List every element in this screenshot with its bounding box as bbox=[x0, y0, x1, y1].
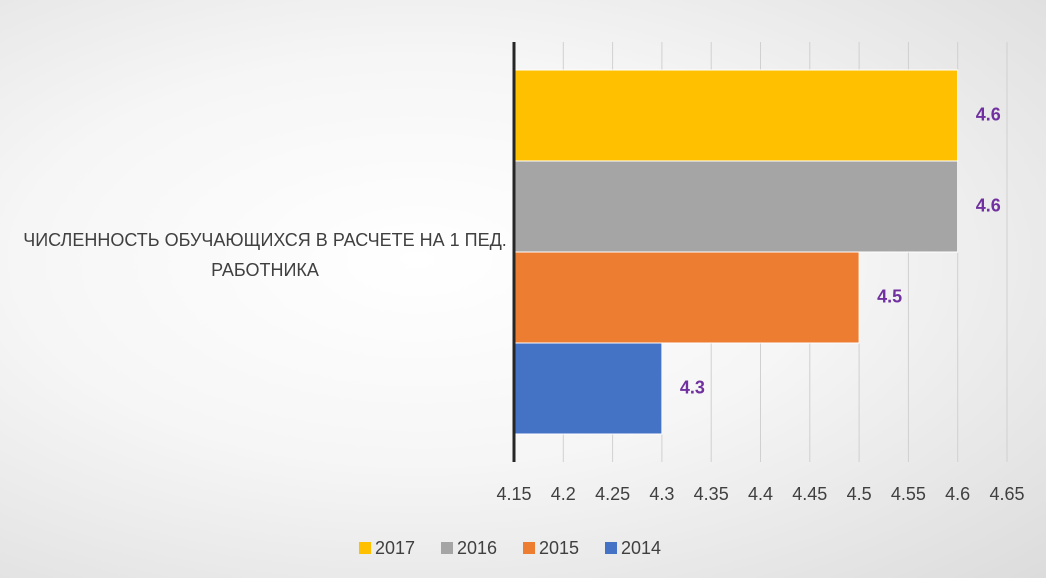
data-label: 4.5 bbox=[877, 286, 902, 306]
bar bbox=[513, 342, 663, 435]
data-label: 4.6 bbox=[976, 104, 1001, 124]
x-tick-label: 4.2 bbox=[551, 484, 576, 504]
legend-swatch bbox=[523, 542, 535, 554]
bar bbox=[513, 160, 959, 253]
data-label: 4.6 bbox=[976, 195, 1001, 215]
x-tick-label: 4.65 bbox=[989, 484, 1024, 504]
legend-swatch bbox=[359, 542, 371, 554]
x-tick-label: 4.25 bbox=[595, 484, 630, 504]
category-label: ЧИСЛЕННОСТЬ ОБУЧАЮЩИХСЯ В РАСЧЕТЕ НА 1 П… bbox=[23, 230, 507, 280]
bar bbox=[513, 251, 860, 344]
x-tick-label: 4.5 bbox=[847, 484, 872, 504]
bar bbox=[513, 69, 959, 162]
data-label: 4.3 bbox=[680, 377, 705, 397]
x-tick-label: 4.15 bbox=[496, 484, 531, 504]
legend-label: 2014 bbox=[621, 538, 661, 558]
legend-label: 2016 bbox=[457, 538, 497, 558]
x-tick-label: 4.55 bbox=[891, 484, 926, 504]
x-tick-label: 4.6 bbox=[945, 484, 970, 504]
x-tick-label: 4.35 bbox=[694, 484, 729, 504]
x-tick-label: 4.45 bbox=[792, 484, 827, 504]
x-tick-label: 4.3 bbox=[649, 484, 674, 504]
legend-swatch bbox=[441, 542, 453, 554]
legend-swatch bbox=[605, 542, 617, 554]
legend-label: 2015 bbox=[539, 538, 579, 558]
legend-label: 2017 bbox=[375, 538, 415, 558]
x-tick-label: 4.4 bbox=[748, 484, 773, 504]
